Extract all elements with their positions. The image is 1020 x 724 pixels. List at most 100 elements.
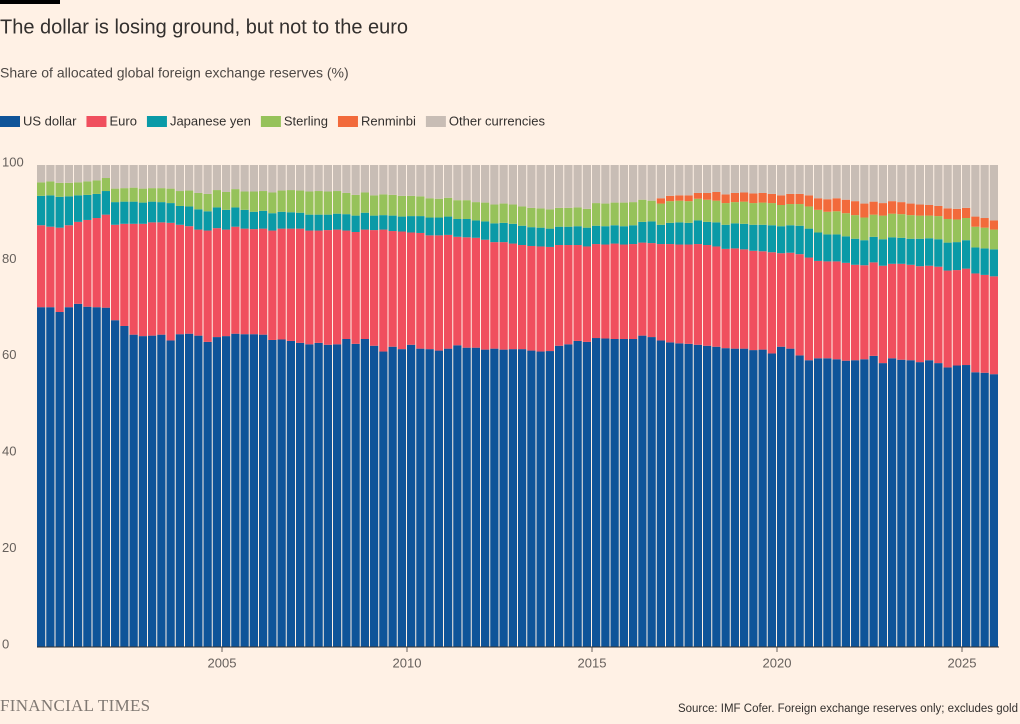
bar-segment	[129, 201, 138, 224]
bar-segment	[481, 202, 490, 222]
bar-segment	[453, 218, 462, 237]
bar-segment	[823, 261, 832, 359]
bar-segment	[647, 337, 656, 647]
bar-segment	[111, 320, 120, 647]
bar-segment	[545, 165, 554, 210]
bar-segment	[249, 334, 258, 647]
bar-segment	[832, 261, 841, 360]
bar-segment	[185, 333, 194, 647]
bar-segment	[878, 265, 887, 364]
bar-segment	[786, 204, 795, 226]
bar-segment	[222, 229, 231, 337]
bar-segment	[675, 165, 684, 196]
bar-segment	[518, 349, 527, 647]
bar-segment	[934, 266, 943, 364]
bar-segment	[74, 182, 83, 196]
bar-segment	[74, 195, 83, 222]
bar-segment	[323, 191, 332, 215]
bar-segment	[166, 222, 175, 341]
bar-segment	[777, 195, 786, 206]
bar-segment	[342, 192, 351, 215]
bar-segment	[481, 221, 490, 240]
bar-segment	[296, 165, 305, 191]
bar-segment	[342, 165, 351, 193]
bar-segment	[888, 213, 897, 238]
bar-segment	[832, 359, 841, 647]
bar-segment	[786, 348, 795, 647]
bar-segment	[758, 165, 767, 193]
bar-segment	[536, 227, 545, 247]
bar-segment	[555, 165, 564, 208]
bar-segment	[83, 306, 92, 647]
bar-segment	[573, 165, 582, 208]
bar-segment	[111, 188, 120, 203]
bar-segment	[592, 203, 601, 226]
bar-segment	[157, 202, 166, 223]
bar-segment	[804, 195, 813, 207]
bar-segment	[231, 207, 240, 227]
bar-segment	[120, 223, 129, 326]
bar-segment	[286, 165, 295, 191]
bar-segment	[666, 222, 675, 245]
bar-segment	[471, 347, 480, 647]
bar-segment	[730, 248, 739, 349]
bar-segment	[980, 218, 989, 228]
bar-segment	[730, 348, 739, 647]
bars	[37, 165, 998, 647]
legend-swatch	[0, 116, 20, 127]
bar-segment	[545, 228, 554, 247]
bar-segment	[120, 165, 129, 189]
bar-segment	[888, 358, 897, 647]
bar-segment	[527, 207, 536, 228]
bar-segment	[666, 195, 675, 202]
bar-segment	[388, 231, 397, 347]
bar-segment	[370, 165, 379, 196]
bar-segment	[675, 244, 684, 344]
bar-segment	[203, 193, 212, 212]
bar-segment	[638, 165, 647, 200]
bar-segment	[952, 242, 961, 271]
bar-segment	[296, 212, 305, 229]
bar-segment	[259, 210, 268, 229]
bar-segment	[906, 238, 915, 265]
bar-segment	[333, 165, 342, 192]
bar-segment	[860, 240, 869, 266]
brand-bar	[0, 0, 60, 4]
bar-segment	[64, 165, 73, 183]
bar-segment	[989, 249, 998, 277]
bar-segment	[962, 365, 971, 647]
bar-segment	[175, 224, 184, 335]
bar-segment	[693, 165, 702, 193]
bar-segment	[166, 165, 175, 189]
bar-segment	[148, 201, 157, 223]
bar-segment	[638, 335, 647, 647]
bar-segment	[601, 244, 610, 339]
bar-segment	[407, 216, 416, 233]
bar-segment	[666, 201, 675, 223]
bar-segment	[55, 312, 64, 647]
bar-segment	[795, 204, 804, 226]
bar-segment	[379, 165, 388, 195]
bar-segment	[351, 231, 360, 344]
bar-segment	[360, 212, 369, 230]
bar-segment	[545, 209, 554, 229]
bar-segment	[656, 244, 665, 341]
bar-segment	[259, 334, 268, 647]
bar-segment	[980, 248, 989, 275]
bar-segment	[370, 195, 379, 216]
y-tick-label: 0	[2, 636, 9, 651]
bar-segment	[721, 194, 730, 204]
bar-segment	[656, 203, 665, 225]
bar-segment	[120, 188, 129, 202]
bar-segment	[749, 350, 758, 647]
bar-segment	[721, 165, 730, 195]
bar-segment	[703, 345, 712, 647]
bar-segment	[55, 196, 64, 228]
bar-segment	[240, 209, 249, 229]
bar-segment	[712, 246, 721, 347]
bar-segment	[767, 193, 776, 204]
bar-segment	[878, 363, 887, 647]
bar-segment	[138, 336, 147, 647]
bar-segment	[943, 242, 952, 271]
legend-label: Sterling	[284, 113, 328, 128]
